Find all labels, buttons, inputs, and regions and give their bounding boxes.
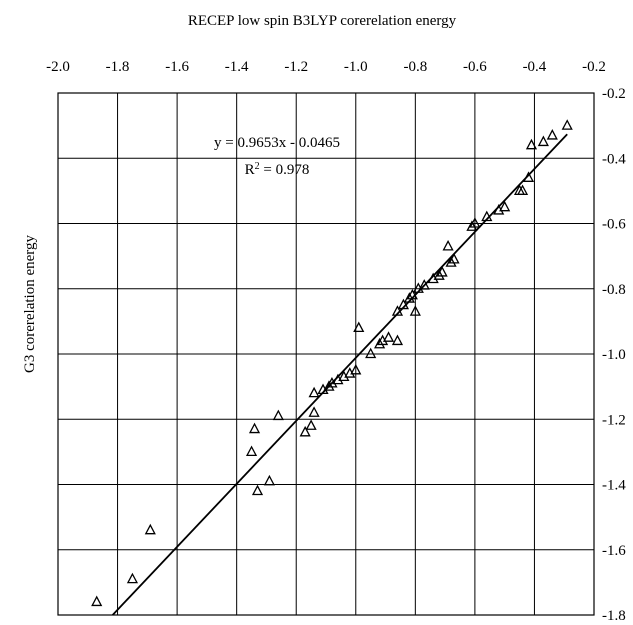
x-tick-label: -0.8: [403, 59, 427, 75]
data-point: [353, 321, 365, 333]
data-point: [561, 119, 573, 130]
data-point: [323, 380, 335, 391]
plot-frame: [57, 92, 595, 616]
x-tick-label: -0.4: [523, 59, 547, 75]
data-point: [397, 298, 410, 310]
data-point: [308, 406, 320, 417]
data-point: [308, 386, 320, 398]
data-point: [251, 484, 264, 496]
r-squared-value: = 0.978: [260, 162, 310, 178]
data-point: [418, 279, 430, 290]
trendline-equation: y = 0.9653x - 0.0465: [214, 135, 340, 151]
x-tick-label: -1.0: [344, 59, 368, 75]
x-tick-label: -0.2: [582, 59, 606, 75]
data-point: [374, 337, 386, 349]
r-squared-symbol: R: [245, 162, 255, 178]
y-tick-label: -0.2: [602, 86, 626, 102]
data-point: [403, 292, 415, 303]
data-point: [466, 220, 478, 231]
x-tick-label: -0.6: [463, 59, 487, 75]
data-point: [481, 210, 493, 222]
data-point: [91, 595, 103, 607]
data-point: [245, 445, 258, 457]
y-axis-label: G3 corerelation energy: [22, 235, 38, 373]
data-point: [516, 184, 529, 196]
data-point: [409, 305, 421, 316]
data-point: [350, 363, 362, 375]
data-point: [305, 419, 317, 430]
data-point: [406, 288, 418, 300]
y-tick-label: -1.6: [602, 543, 626, 559]
data-point: [391, 334, 404, 346]
data-point: [382, 331, 395, 342]
data-point: [272, 409, 284, 421]
data-point: [546, 129, 558, 140]
data-point: [144, 523, 156, 535]
data-point: [365, 347, 377, 359]
y-tick-labels: -0.2 -0.4 -0.6 -0.8 -1.0 -1.2 -1.4 -1.6 -1.8: [602, 86, 626, 624]
x-tick-labels: -2.0 -1.8 -1.6 -1.4 -1.2 -1.0 -0.8 -0.6 -0.4 -0.2: [46, 59, 606, 75]
data-point: [126, 572, 139, 584]
r-squared-superscript: 2: [255, 161, 260, 172]
y-tick-label: -1.2: [602, 412, 626, 428]
data-points: [91, 119, 573, 607]
y-tick-label: -1.8: [602, 608, 626, 624]
x-tick-label: -1.6: [165, 59, 189, 75]
data-point: [445, 256, 457, 267]
chart-title: RECEP low spin B3LYP corerelation energy: [188, 13, 457, 29]
x-tick-label: -2.0: [46, 59, 70, 75]
x-tick-label: -1.8: [106, 59, 130, 75]
data-point: [537, 135, 549, 147]
r-squared-label: R2 = 0.978: [245, 161, 310, 179]
data-point: [299, 425, 311, 437]
data-point: [248, 422, 261, 434]
data-point: [448, 252, 460, 264]
data-point: [525, 138, 538, 150]
data-point: [436, 266, 448, 277]
trendline: [111, 133, 568, 616]
data-point: [469, 217, 481, 228]
data-point: [263, 474, 276, 486]
data-point: [499, 200, 511, 212]
y-tick-label: -0.6: [602, 217, 626, 233]
y-tick-label: -1.0: [602, 347, 626, 363]
data-point: [442, 239, 454, 251]
y-tick-label: -1.4: [602, 478, 626, 494]
x-tick-label: -1.2: [284, 59, 308, 75]
y-tick-label: -0.4: [602, 151, 626, 167]
x-tick-label: -1.4: [225, 59, 249, 75]
y-tick-label: -0.8: [602, 282, 626, 298]
data-point: [433, 269, 445, 280]
data-point: [522, 171, 535, 182]
data-point: [391, 305, 404, 316]
gridlines: [58, 93, 594, 615]
